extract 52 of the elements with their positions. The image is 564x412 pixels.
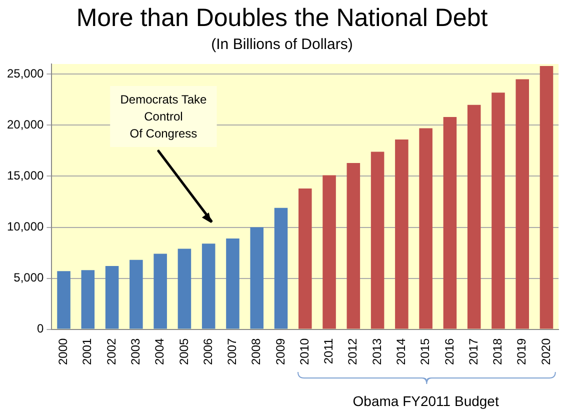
x-tick-label: 2019 <box>514 338 529 366</box>
bar <box>226 238 240 329</box>
x-tick-label: 2014 <box>394 338 408 366</box>
bar <box>419 128 432 329</box>
x-tick-label: 2001 <box>80 338 94 366</box>
bar <box>274 208 288 329</box>
y-tick-label: 15,000 <box>7 168 44 183</box>
bar <box>250 227 264 329</box>
x-tick-label: 2002 <box>104 338 118 366</box>
bar <box>395 140 408 329</box>
y-tick-label: 5,000 <box>14 270 44 285</box>
bar <box>346 162 360 329</box>
bar <box>370 152 384 329</box>
bar <box>443 117 457 329</box>
x-tick-label: 2013 <box>370 338 384 366</box>
bar <box>202 244 216 329</box>
x-tick-label: 2017 <box>466 338 480 366</box>
bar <box>154 254 167 329</box>
x-tick-label: 2007 <box>225 338 240 366</box>
x-tick-label: 2015 <box>418 338 432 366</box>
y-tick-label: 20,000 <box>7 118 44 132</box>
annotation: Democrats Take Control Of Congress <box>120 92 208 140</box>
y-tick-label: 25,000 <box>7 66 44 81</box>
bar <box>57 271 70 329</box>
x-tick-label: 2005 <box>176 338 191 366</box>
bar <box>540 66 554 329</box>
x-tick-label: 2000 <box>56 338 70 366</box>
x-tick-label: 2016 <box>442 338 456 366</box>
x-tick-label: 2018 <box>490 338 505 366</box>
bar <box>178 248 192 329</box>
x-tick-label: 2011 <box>322 338 336 364</box>
bar <box>130 260 143 329</box>
bar <box>105 266 119 329</box>
chart-title: More than Doubles the National Debt <box>76 4 488 32</box>
x-tick-label: 2020 <box>538 338 553 366</box>
x-tick-label: 2009 <box>273 338 288 366</box>
bar <box>298 188 312 329</box>
x-tick-label: 2010 <box>297 338 312 366</box>
bar <box>322 175 336 329</box>
y-tick-label: 10,000 <box>7 220 44 234</box>
x-tick-label: 2008 <box>249 338 264 366</box>
bar <box>467 104 481 329</box>
x-tick-label: 2003 <box>128 338 142 366</box>
text: Obama FY2011 Budget <box>352 392 499 409</box>
bar <box>81 270 95 329</box>
x-tick-label: 2004 <box>152 338 167 366</box>
bar <box>516 79 530 329</box>
y-tick-label: 0 <box>37 322 44 336</box>
x-tick-label: 2012 <box>346 338 360 366</box>
bar <box>492 92 505 329</box>
x-tick-label: 2006 <box>200 338 215 366</box>
chart-subtitle: (In Billions of Dollars) <box>211 36 353 54</box>
